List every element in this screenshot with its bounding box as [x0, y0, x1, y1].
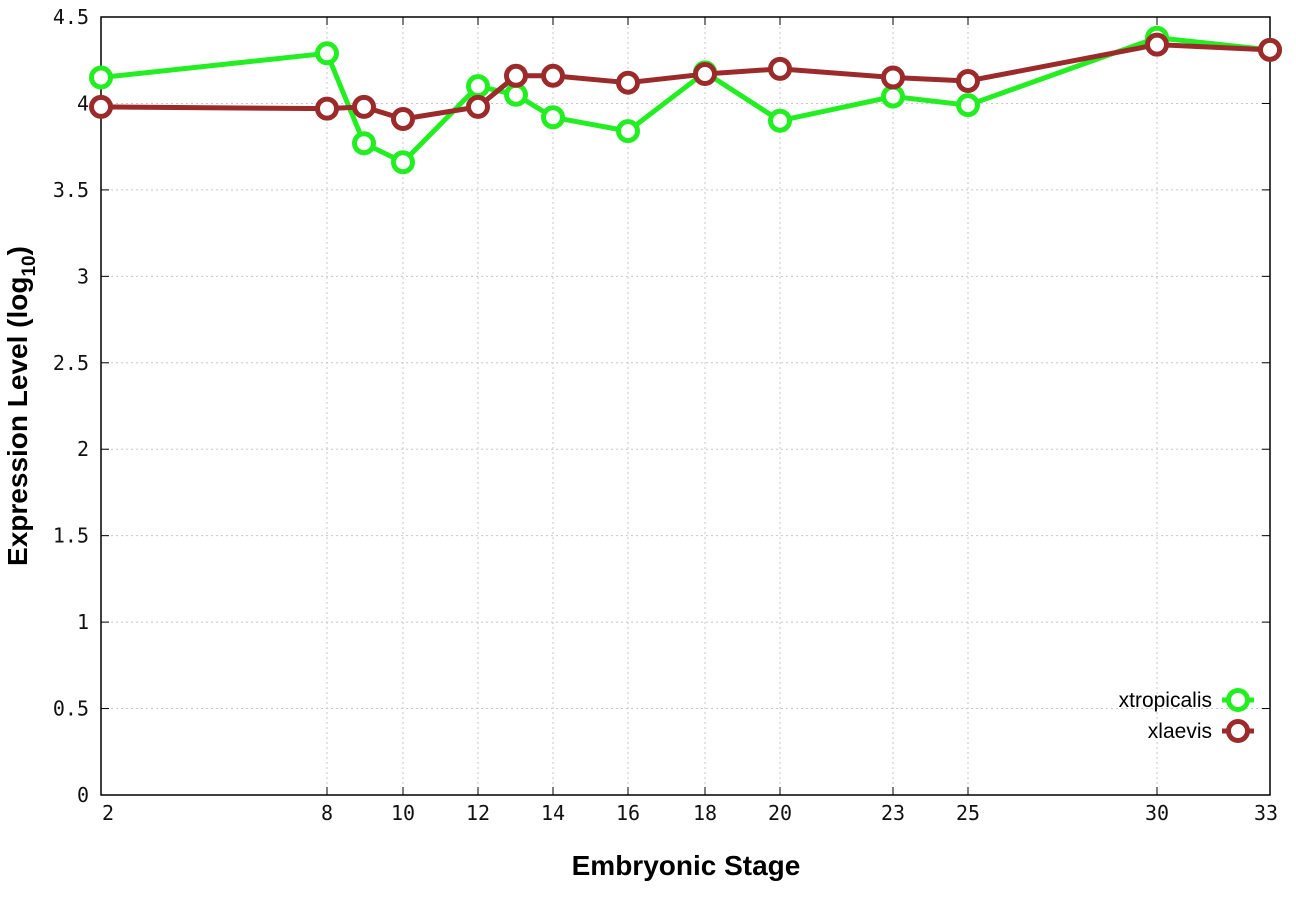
data-point-xtropicalis	[89, 65, 113, 90]
legend: xtropicalis xlaevis	[1119, 688, 1254, 743]
x-tick-label: 2	[102, 801, 114, 825]
x-tick-label: 16	[616, 801, 640, 825]
series-xtropicalis	[89, 25, 1282, 175]
plot-frame	[100, 16, 1271, 796]
x-tick-label: 30	[1145, 801, 1169, 825]
grid-lines	[101, 17, 1270, 795]
y-axis-title-close: )	[2, 246, 33, 255]
x-tick-label: 23	[881, 801, 905, 825]
data-point-xtropicalis	[956, 93, 980, 118]
data-point-xlaevis	[89, 94, 113, 119]
y-tick-label: 3	[77, 264, 89, 288]
legend-label: xtropicalis	[1119, 689, 1212, 712]
data-point-xtropicalis	[315, 41, 339, 66]
data-point-xlaevis	[1258, 37, 1282, 62]
x-tick-label: 12	[466, 801, 490, 825]
x-axis-title: Embryonic Stage	[572, 850, 801, 881]
axis-ticks: 0 0.5 1 1.5 2 2.5 3 3.5 4 4.5 2 8 10 12 14 16 18 20 23 25 30…	[53, 5, 1278, 825]
y-tick-label: 4	[77, 91, 89, 115]
data-point-xlaevis	[1145, 32, 1169, 57]
data-point-xtropicalis	[616, 119, 640, 144]
data-point-xlaevis	[391, 107, 415, 132]
x-tick-label: 20	[768, 801, 792, 825]
data-point-xtropicalis	[541, 105, 565, 130]
data-series	[89, 25, 1282, 175]
y-axis-title: Expression Level (log10)	[2, 246, 40, 566]
data-point-xlaevis	[466, 94, 490, 119]
data-point-xlaevis	[881, 65, 905, 90]
legend-item-xlaevis: xlaevis	[1148, 719, 1254, 743]
data-point-xtropicalis	[466, 74, 490, 99]
data-point-xlaevis	[315, 96, 339, 121]
y-tick-label: 0	[77, 783, 89, 807]
data-point-xtropicalis	[391, 150, 415, 175]
series-xlaevis	[89, 32, 1282, 132]
data-point-xlaevis	[956, 68, 980, 93]
data-point-xtropicalis	[881, 84, 905, 109]
x-tick-label: 14	[541, 801, 565, 825]
data-point-xlaevis	[504, 63, 528, 88]
y-tick-label: 1.5	[53, 524, 89, 548]
y-tick-label: 3.5	[53, 178, 89, 202]
y-tick-label: 2	[77, 437, 89, 461]
legend-label: xlaevis	[1148, 720, 1212, 743]
y-tick-label: 4.5	[53, 5, 89, 29]
data-point-xtropicalis	[504, 82, 528, 107]
data-point-xtropicalis	[768, 108, 792, 133]
series-line-xlaevis	[100, 42, 1271, 122]
x-tick-label: 8	[321, 801, 333, 825]
y-axis-title-subscript: 10	[19, 255, 40, 276]
x-tick-label: 10	[391, 801, 415, 825]
data-point-xlaevis	[616, 70, 640, 95]
x-tick-label: 18	[693, 801, 717, 825]
x-tick-label: 33	[1254, 801, 1278, 825]
y-tick-label: 2.5	[53, 351, 89, 375]
data-point-xlaevis	[768, 56, 792, 81]
y-axis-title-main: Expression Level (log	[2, 277, 33, 566]
y-tick-label: 1	[77, 610, 89, 634]
legend-marker-swatch	[1226, 688, 1250, 712]
y-tick-label: 0.5	[53, 697, 89, 721]
data-point-xtropicalis	[352, 131, 376, 156]
x-tick-label: 25	[956, 801, 980, 825]
data-point-xlaevis	[541, 63, 565, 88]
legend-item-xtropicalis: xtropicalis	[1119, 688, 1254, 712]
data-point-xlaevis	[693, 62, 717, 87]
data-point-xlaevis	[352, 94, 376, 119]
legend-marker-swatch	[1226, 719, 1250, 743]
